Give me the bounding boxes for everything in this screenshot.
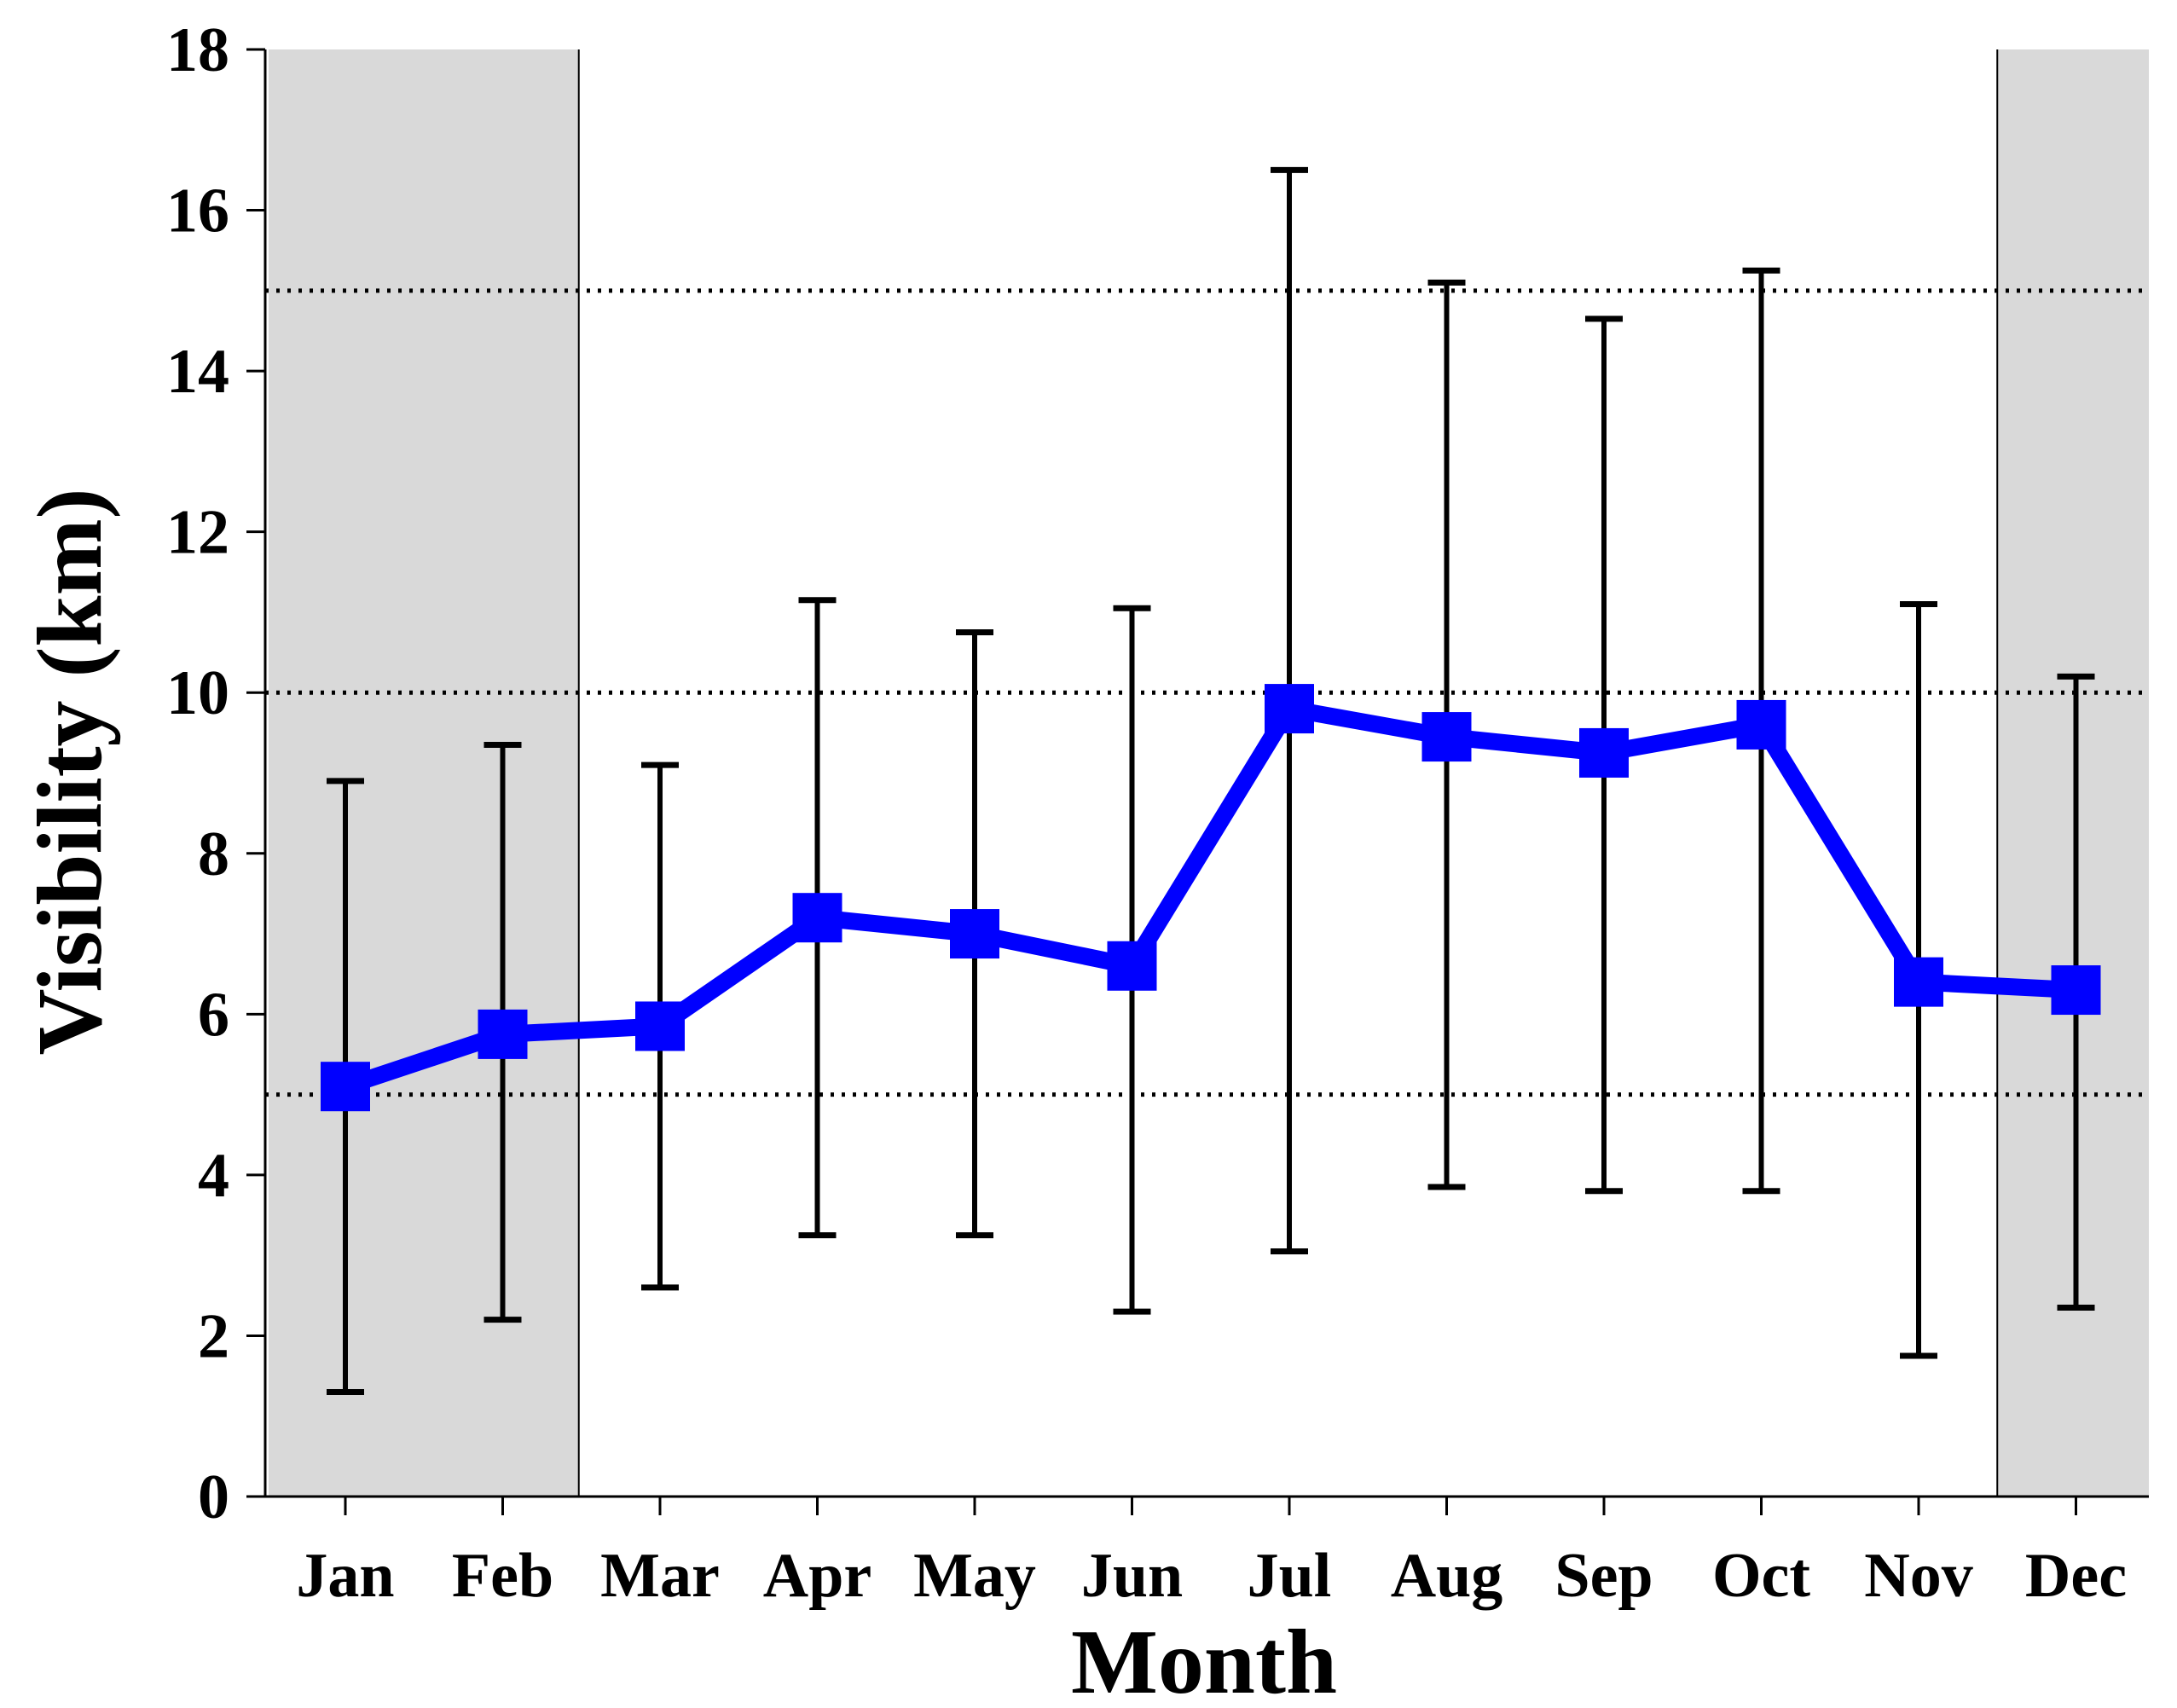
x-tick-label-may: May	[913, 1541, 1036, 1611]
y-tick-label: 0	[198, 1462, 229, 1532]
data-point-apr	[792, 893, 842, 943]
data-point-aug	[1421, 712, 1472, 762]
data-point-may	[950, 909, 999, 959]
x-tick-label-apr: Apr	[763, 1541, 871, 1611]
y-tick-label: 8	[198, 819, 229, 889]
x-tick-label-jun: Jun	[1081, 1541, 1183, 1611]
y-tick-label: 2	[198, 1301, 229, 1371]
x-tick-label-mar: Mar	[600, 1541, 720, 1611]
data-point-jan	[321, 1062, 370, 1112]
y-tick-label: 10	[166, 658, 229, 728]
y-tick-label: 18	[166, 15, 229, 85]
y-tick-label: 12	[166, 498, 229, 568]
data-point-sep	[1579, 727, 1629, 778]
x-tick-label-oct: Oct	[1712, 1541, 1810, 1611]
y-axis-title: Visibility (km)	[20, 488, 121, 1055]
data-series	[321, 684, 2101, 1112]
x-tick-labels: Jan Feb Mar Apr May Jun Jul Aug Sep Oct Nov Dec	[296, 1541, 2127, 1611]
shaded-region-1	[269, 49, 579, 1497]
y-tick-label: 14	[166, 337, 229, 407]
y-tick-labels: 0 2 4 6 8 10 12 14 16 18	[166, 15, 229, 1532]
shaded-region-2	[1997, 49, 2149, 1497]
x-axis-title: Month	[1071, 1612, 1337, 1708]
data-point-nov	[1894, 957, 1943, 1007]
data-point-feb	[478, 1009, 528, 1059]
error-bars	[327, 166, 2095, 1395]
x-tick-label-sep: Sep	[1555, 1541, 1653, 1611]
data-point-dec	[2051, 965, 2101, 1016]
axes	[246, 48, 2149, 1515]
x-tick-label-jan: Jan	[296, 1541, 394, 1611]
data-point-jun	[1107, 941, 1157, 991]
y-tick-label: 4	[198, 1141, 229, 1211]
y-tick-label: 16	[166, 177, 229, 246]
data-point-oct	[1736, 699, 1786, 750]
y-tick-label: 6	[198, 980, 229, 1050]
x-tick-label-dec: Dec	[2025, 1541, 2127, 1611]
series-line	[342, 700, 2077, 1095]
x-tick-label-aug: Aug	[1391, 1541, 1503, 1611]
data-point-jul	[1265, 684, 1314, 734]
x-tick-label-nov: Nov	[1864, 1541, 1972, 1611]
x-tick-label-feb: Feb	[452, 1541, 553, 1611]
shaded-regions	[269, 49, 2149, 1497]
x-tick-label-jul: Jul	[1248, 1541, 1332, 1611]
data-point-mar	[635, 1001, 685, 1051]
